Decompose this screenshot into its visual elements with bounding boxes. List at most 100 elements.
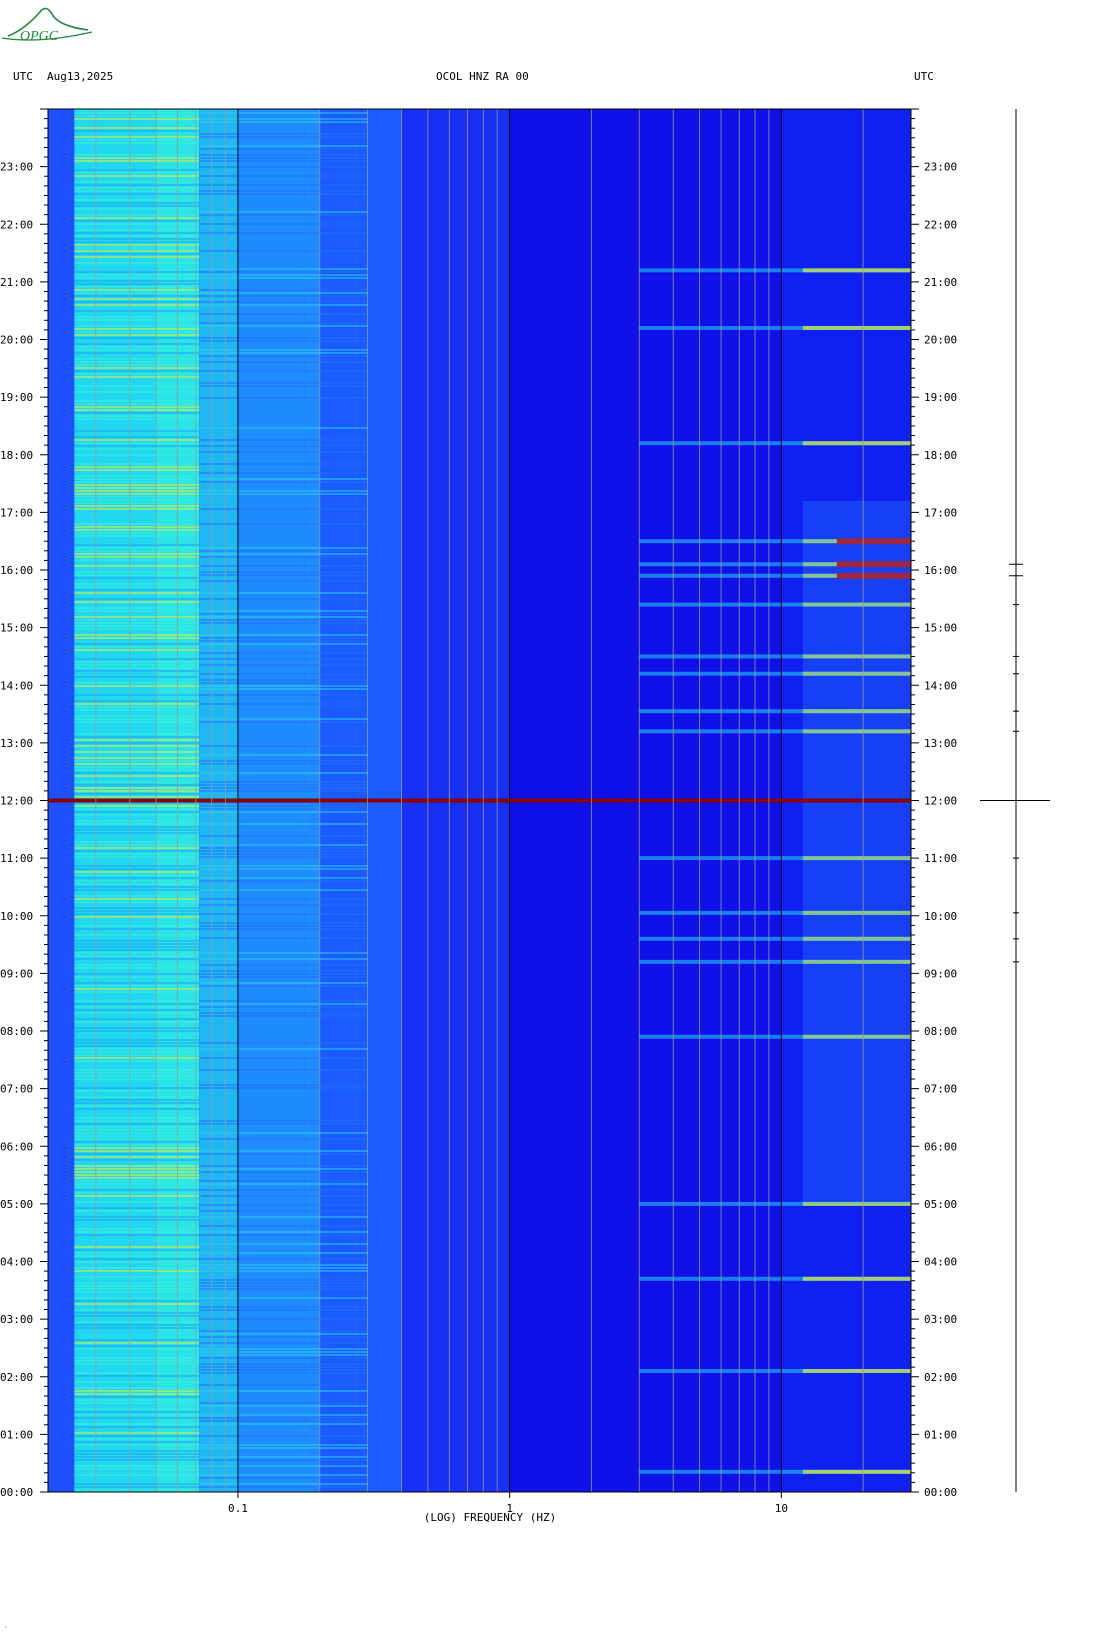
heatmap-streak	[199, 754, 368, 756]
left-time-label-14:00: 14:00	[0, 679, 33, 692]
event-core-8	[802, 856, 911, 861]
event-band-6	[639, 936, 911, 941]
heatmap-streak	[74, 907, 200, 909]
heatmap-streak	[199, 1231, 368, 1233]
heatmap-streak	[74, 619, 200, 621]
heatmap-streak	[199, 976, 368, 978]
heatmap-streak	[74, 1450, 200, 1452]
heatmap-streak	[199, 787, 368, 789]
heatmap-streak	[74, 1282, 200, 1284]
heatmap-streak	[74, 1120, 200, 1122]
event-core-1	[802, 1368, 911, 1373]
left-time-axis: 00:00 01:00 02:00 03:00 04:00 05:00 06:00 07:00…	[0, 108, 48, 1499]
left-time-label-21:00: 21:00	[0, 276, 33, 289]
heatmap-streak	[74, 1402, 200, 1404]
heatmap-streak	[199, 118, 368, 120]
heatmap-streak	[199, 634, 368, 636]
heatmap-streak	[74, 1030, 200, 1032]
heatmap-streak	[74, 829, 200, 831]
heatmap-streak	[74, 403, 200, 405]
heatmap-streak	[74, 1486, 200, 1488]
header-left-timezone: UTC	[13, 70, 33, 83]
heatmap-streak	[74, 1156, 200, 1158]
left-time-label-05:00: 05:00	[0, 1198, 33, 1211]
heatmap-streak	[74, 715, 200, 717]
heatmap-streak	[74, 982, 200, 984]
heatmap-streak	[74, 274, 200, 276]
heatmap-streak	[199, 637, 368, 639]
heatmap-streak	[74, 193, 200, 195]
heatmap-streak	[74, 1414, 200, 1416]
heatmap-streak	[74, 592, 200, 594]
heatmap-streak	[199, 619, 368, 621]
event-activity-zone	[802, 500, 911, 1204]
heatmap-streak	[199, 1084, 368, 1086]
heatmap-streak	[199, 1423, 368, 1425]
heatmap-streak	[74, 820, 200, 822]
event-band-9	[639, 729, 911, 734]
heatmap-streak	[199, 763, 368, 765]
heatmap-streak	[199, 1477, 368, 1479]
heatmap-streak	[74, 1090, 200, 1092]
heatmap-streak	[74, 571, 200, 573]
heatmap-streak	[199, 1138, 368, 1140]
heatmap-streak	[74, 646, 200, 648]
event-core-6	[802, 936, 911, 941]
heatmap-streak	[74, 469, 200, 471]
heatmap-streak	[74, 1132, 200, 1134]
heatmap-streak	[74, 496, 200, 498]
heatmap-streak	[199, 1195, 368, 1197]
heatmap-streak	[199, 1183, 368, 1185]
left-time-label-04:00: 04:00	[0, 1256, 33, 1269]
heatmap-streak	[199, 121, 368, 123]
heatmap-streak	[74, 184, 200, 186]
heatmap-streak	[74, 1096, 200, 1098]
heatmap-streak	[199, 349, 368, 351]
heatmap-streak	[199, 397, 368, 399]
heatmap-streak	[199, 1309, 368, 1311]
heatmap-streak	[74, 847, 200, 849]
heatmap-streak	[74, 1423, 200, 1425]
heatmap-streak	[74, 439, 200, 441]
heatmap-streak	[74, 295, 200, 297]
right-time-label-07:00: 07:00	[924, 1083, 957, 1096]
heatmap-streak	[199, 271, 368, 273]
heatmap-streak	[74, 109, 200, 111]
heatmap-streak	[74, 1180, 200, 1182]
event-core-0	[802, 1469, 911, 1474]
heatmap-streak	[74, 1216, 200, 1218]
heatmap-streak	[74, 1186, 200, 1188]
heatmap-streak	[74, 1168, 200, 1170]
heatmap-streak	[74, 481, 200, 483]
heatmap-streak	[74, 1363, 200, 1365]
heatmap-streak	[74, 628, 200, 630]
heatmap-streak	[199, 1264, 368, 1266]
heatmap-streak	[199, 850, 368, 852]
heatmap-streak	[74, 1441, 200, 1443]
heatmap-streak	[199, 157, 368, 159]
heatmap-streak	[74, 391, 200, 393]
heatmap-streak	[74, 484, 200, 486]
heatmap-streak	[74, 1303, 200, 1305]
heatmap-streak	[74, 895, 200, 897]
event-band-8	[639, 856, 911, 861]
heatmap-streak	[74, 793, 200, 795]
heatmap-streak	[74, 499, 200, 501]
heatmap-streak	[199, 685, 368, 687]
heatmap-streak	[74, 916, 200, 918]
heatmap-streak	[74, 664, 200, 666]
logo-text: OPGC	[20, 29, 59, 44]
heatmap-streak	[74, 622, 200, 624]
heatmap-streak	[74, 250, 200, 252]
heatmap-streak	[199, 1369, 368, 1371]
heatmap-streak	[74, 283, 200, 285]
heatmap-streak	[74, 709, 200, 711]
heatmap-streak	[74, 487, 200, 489]
right-time-label-21:00: 21:00	[924, 276, 957, 289]
logo-mountain-icon	[7, 7, 89, 37]
heatmap-streak	[74, 781, 200, 783]
heatmap-streak	[74, 442, 200, 444]
right-time-label-02:00: 02:00	[924, 1371, 957, 1384]
heatmap-streak	[199, 925, 368, 927]
heatmap-streak	[74, 214, 200, 216]
